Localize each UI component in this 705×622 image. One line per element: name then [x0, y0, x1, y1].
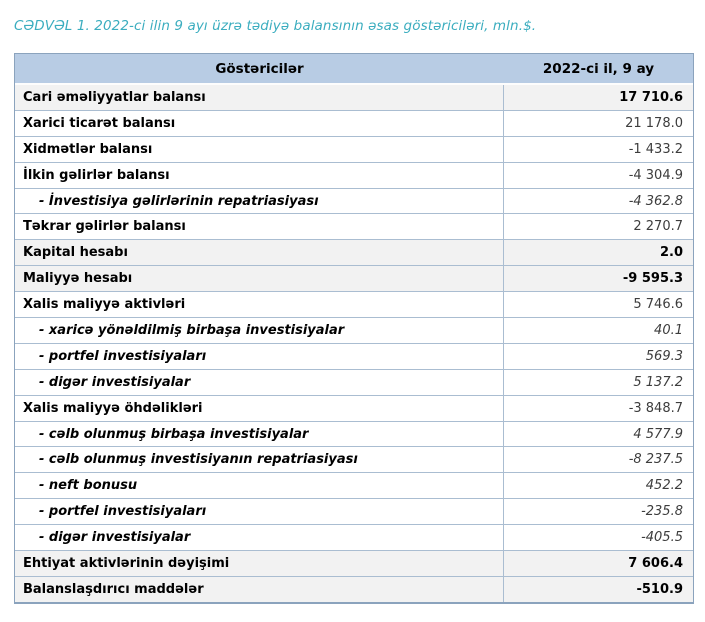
row-value-cell: 2.0: [504, 239, 693, 266]
table-row: - portfel investisiyaları 569.3: [15, 342, 693, 369]
row-label-cell: Xalis maliyyə öhdəlikləri: [15, 394, 504, 421]
row-label-cell: Təkrar gəlirlər balansı: [15, 213, 504, 240]
row-label-cell: - cəlb olunmuş birbaşa investisiyalar: [15, 420, 504, 447]
table-row: Xalis maliyyə öhdəlikləri -3 848.7: [15, 394, 693, 421]
row-value-cell: 452.2: [504, 472, 693, 498]
row-value-cell: -235.8: [504, 498, 693, 524]
table-row: Təkrar gəlirlər balansı 2 270.7: [15, 213, 693, 240]
row-value-cell: -8 237.5: [504, 446, 693, 472]
row-value-cell: -4 362.8: [504, 187, 693, 214]
row-value-cell: 7 606.4: [504, 550, 693, 576]
balance-table: Göstəricilər 2022-ci il, 9 ay Cari əməli…: [14, 53, 694, 604]
table-row: - digər investisiyalar 5 137.2: [15, 368, 693, 395]
column-header-indicators: Göstəricilər: [15, 54, 504, 85]
row-value-cell: -510.9: [504, 575, 693, 602]
table-row: - xaricə yönəldilmiş birbaşa investisiya…: [15, 317, 693, 343]
row-label-cell: - xaricə yönəldilmiş birbaşa investisiya…: [15, 317, 504, 343]
row-value-cell: 5 137.2: [504, 368, 693, 395]
row-value-cell: -3 848.7: [504, 394, 693, 421]
row-label-cell: Xidmətlər balansı: [15, 135, 504, 162]
row-label-cell: Xarici ticarət balansı: [15, 109, 504, 136]
table-row: - neft bonusu 452.2: [15, 472, 693, 499]
row-value-cell: 2 270.7: [504, 213, 693, 239]
table-row: Xarici ticarət balansı 21 178.0: [15, 109, 693, 136]
row-label-cell: - İnvestisiya gəlirlərinin repatriasiyas…: [15, 187, 504, 214]
header-row: Göstəricilər 2022-ci il, 9 ay: [15, 54, 693, 85]
table-row: Maliyyə hesabı -9 595.3: [15, 265, 693, 292]
table-row: Ehtiyat aktivlərinin dəyişimi 7 606.4: [15, 550, 693, 576]
table-row: - cəlb olunmuş investisiyanın repatriasi…: [15, 446, 693, 473]
table-row: - İnvestisiya gəlirlərinin repatriasiyas…: [15, 187, 693, 214]
table-row: Cari əməliyyatlar balansı 17 710.6: [15, 85, 693, 110]
row-label-cell: Balanslaşdırıcı maddələr: [15, 575, 504, 602]
row-label-cell: - digər investisiyalar: [15, 368, 504, 395]
row-label-cell: - cəlb olunmuş investisiyanın repatriasi…: [15, 446, 504, 473]
row-value-cell: -9 595.3: [504, 265, 693, 292]
row-value-cell: 21 178.0: [504, 109, 693, 136]
row-label-cell: - neft bonusu: [15, 472, 504, 499]
row-label-cell: - digər investisiyalar: [15, 524, 504, 551]
table-body: Cari əməliyyatlar balansı 17 710.6 Xarici …: [15, 85, 693, 602]
row-label-cell: - portfel investisiyaları: [15, 342, 504, 369]
table-row: Xalis maliyyə aktivləri 5 746.6: [15, 291, 693, 318]
table-row: - portfel investisiyaları -235.8: [15, 498, 693, 525]
row-value-cell: 5 746.6: [504, 291, 693, 317]
row-label-cell: Kapital hesabı: [15, 239, 504, 266]
row-value-cell: 569.3: [504, 342, 693, 369]
table-row: Xidmətlər balansı -1 433.2: [15, 135, 693, 162]
row-value-cell: -405.5: [504, 524, 693, 550]
row-value-cell: -1 433.2: [504, 135, 693, 162]
row-label-cell: Cari əməliyyatlar balansı: [15, 85, 504, 110]
row-label-cell: Maliyyə hesabı: [15, 265, 504, 292]
row-value-cell: 17 710.6: [504, 85, 693, 110]
table-row: İlkin gəlirlər balansı -4 304.9: [15, 161, 693, 188]
row-label-cell: - portfel investisiyaları: [15, 498, 504, 525]
row-label-cell: Ehtiyat aktivlərinin dəyişimi: [15, 550, 504, 576]
row-value-cell: -4 304.9: [504, 161, 693, 188]
table-row: - digər investisiyalar -405.5: [15, 524, 693, 551]
table-row: - cəlb olunmuş birbaşa investisiyalar 4 5…: [15, 420, 693, 447]
table-row: Kapital hesabı 2.0: [15, 239, 693, 266]
row-value-cell: 4 577.9: [504, 420, 693, 447]
table-title: CƏDVƏL 1. 2022-ci ilin 9 ayı üzrə tədiyə…: [14, 18, 537, 34]
column-header-period: 2022-ci il, 9 ay: [504, 54, 693, 85]
row-value-cell: 40.1: [504, 317, 693, 343]
table-row: Balanslaşdırıcı maddələr -510.9: [15, 575, 693, 602]
row-label-cell: İlkin gəlirlər balansı: [15, 161, 504, 188]
row-label-cell: Xalis maliyyə aktivləri: [15, 291, 504, 318]
